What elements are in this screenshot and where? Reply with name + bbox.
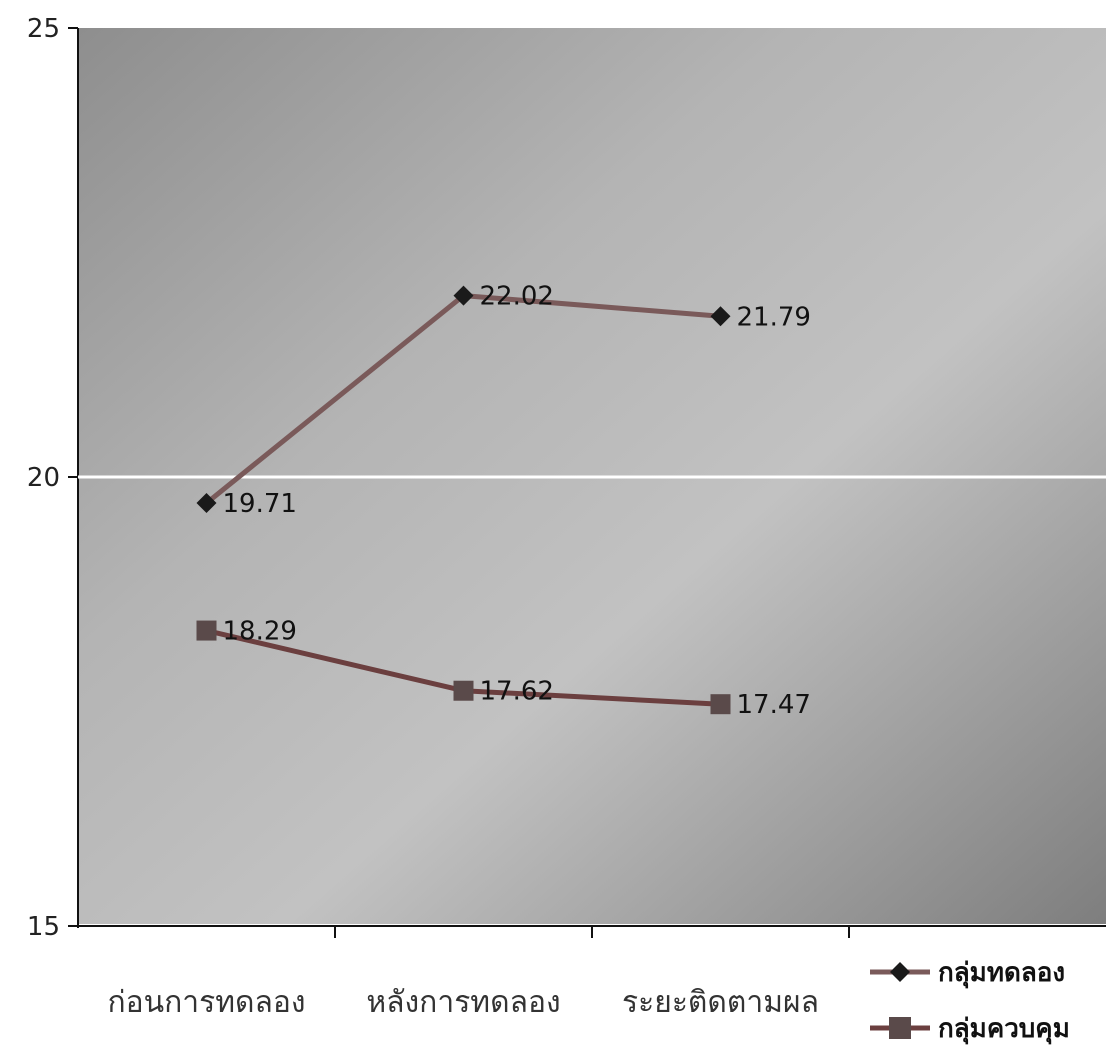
data-point-diamond (710, 306, 731, 327)
data-point-square (453, 680, 474, 701)
data-point-diamond (196, 493, 217, 514)
legend-marker-diamond (890, 962, 910, 982)
data-label: 18.29 (223, 617, 297, 647)
x-category-label: หลังการทดลอง (366, 985, 560, 1020)
data-label: 21.79 (737, 302, 811, 332)
data-label: 17.47 (737, 690, 811, 720)
y-tick-label: 25 (27, 14, 60, 44)
data-label: 17.62 (480, 677, 554, 707)
data-point-square (196, 620, 217, 641)
data-label: 22.02 (480, 282, 554, 312)
x-category-label: ก่อนการทดลอง (107, 985, 305, 1020)
x-category-label: ระยะติดตามผล (622, 985, 819, 1020)
data-point-square (710, 694, 731, 715)
legend-marker-square (889, 1017, 911, 1039)
legend-label: กลุ่มควบคุม (938, 1014, 1070, 1045)
data-point-diamond (453, 285, 474, 306)
data-label: 19.71 (223, 489, 297, 519)
y-tick-label: 20 (27, 463, 60, 493)
y-tick-label: 15 (27, 912, 60, 942)
legend-label: กลุ่มทดลอง (938, 958, 1065, 989)
